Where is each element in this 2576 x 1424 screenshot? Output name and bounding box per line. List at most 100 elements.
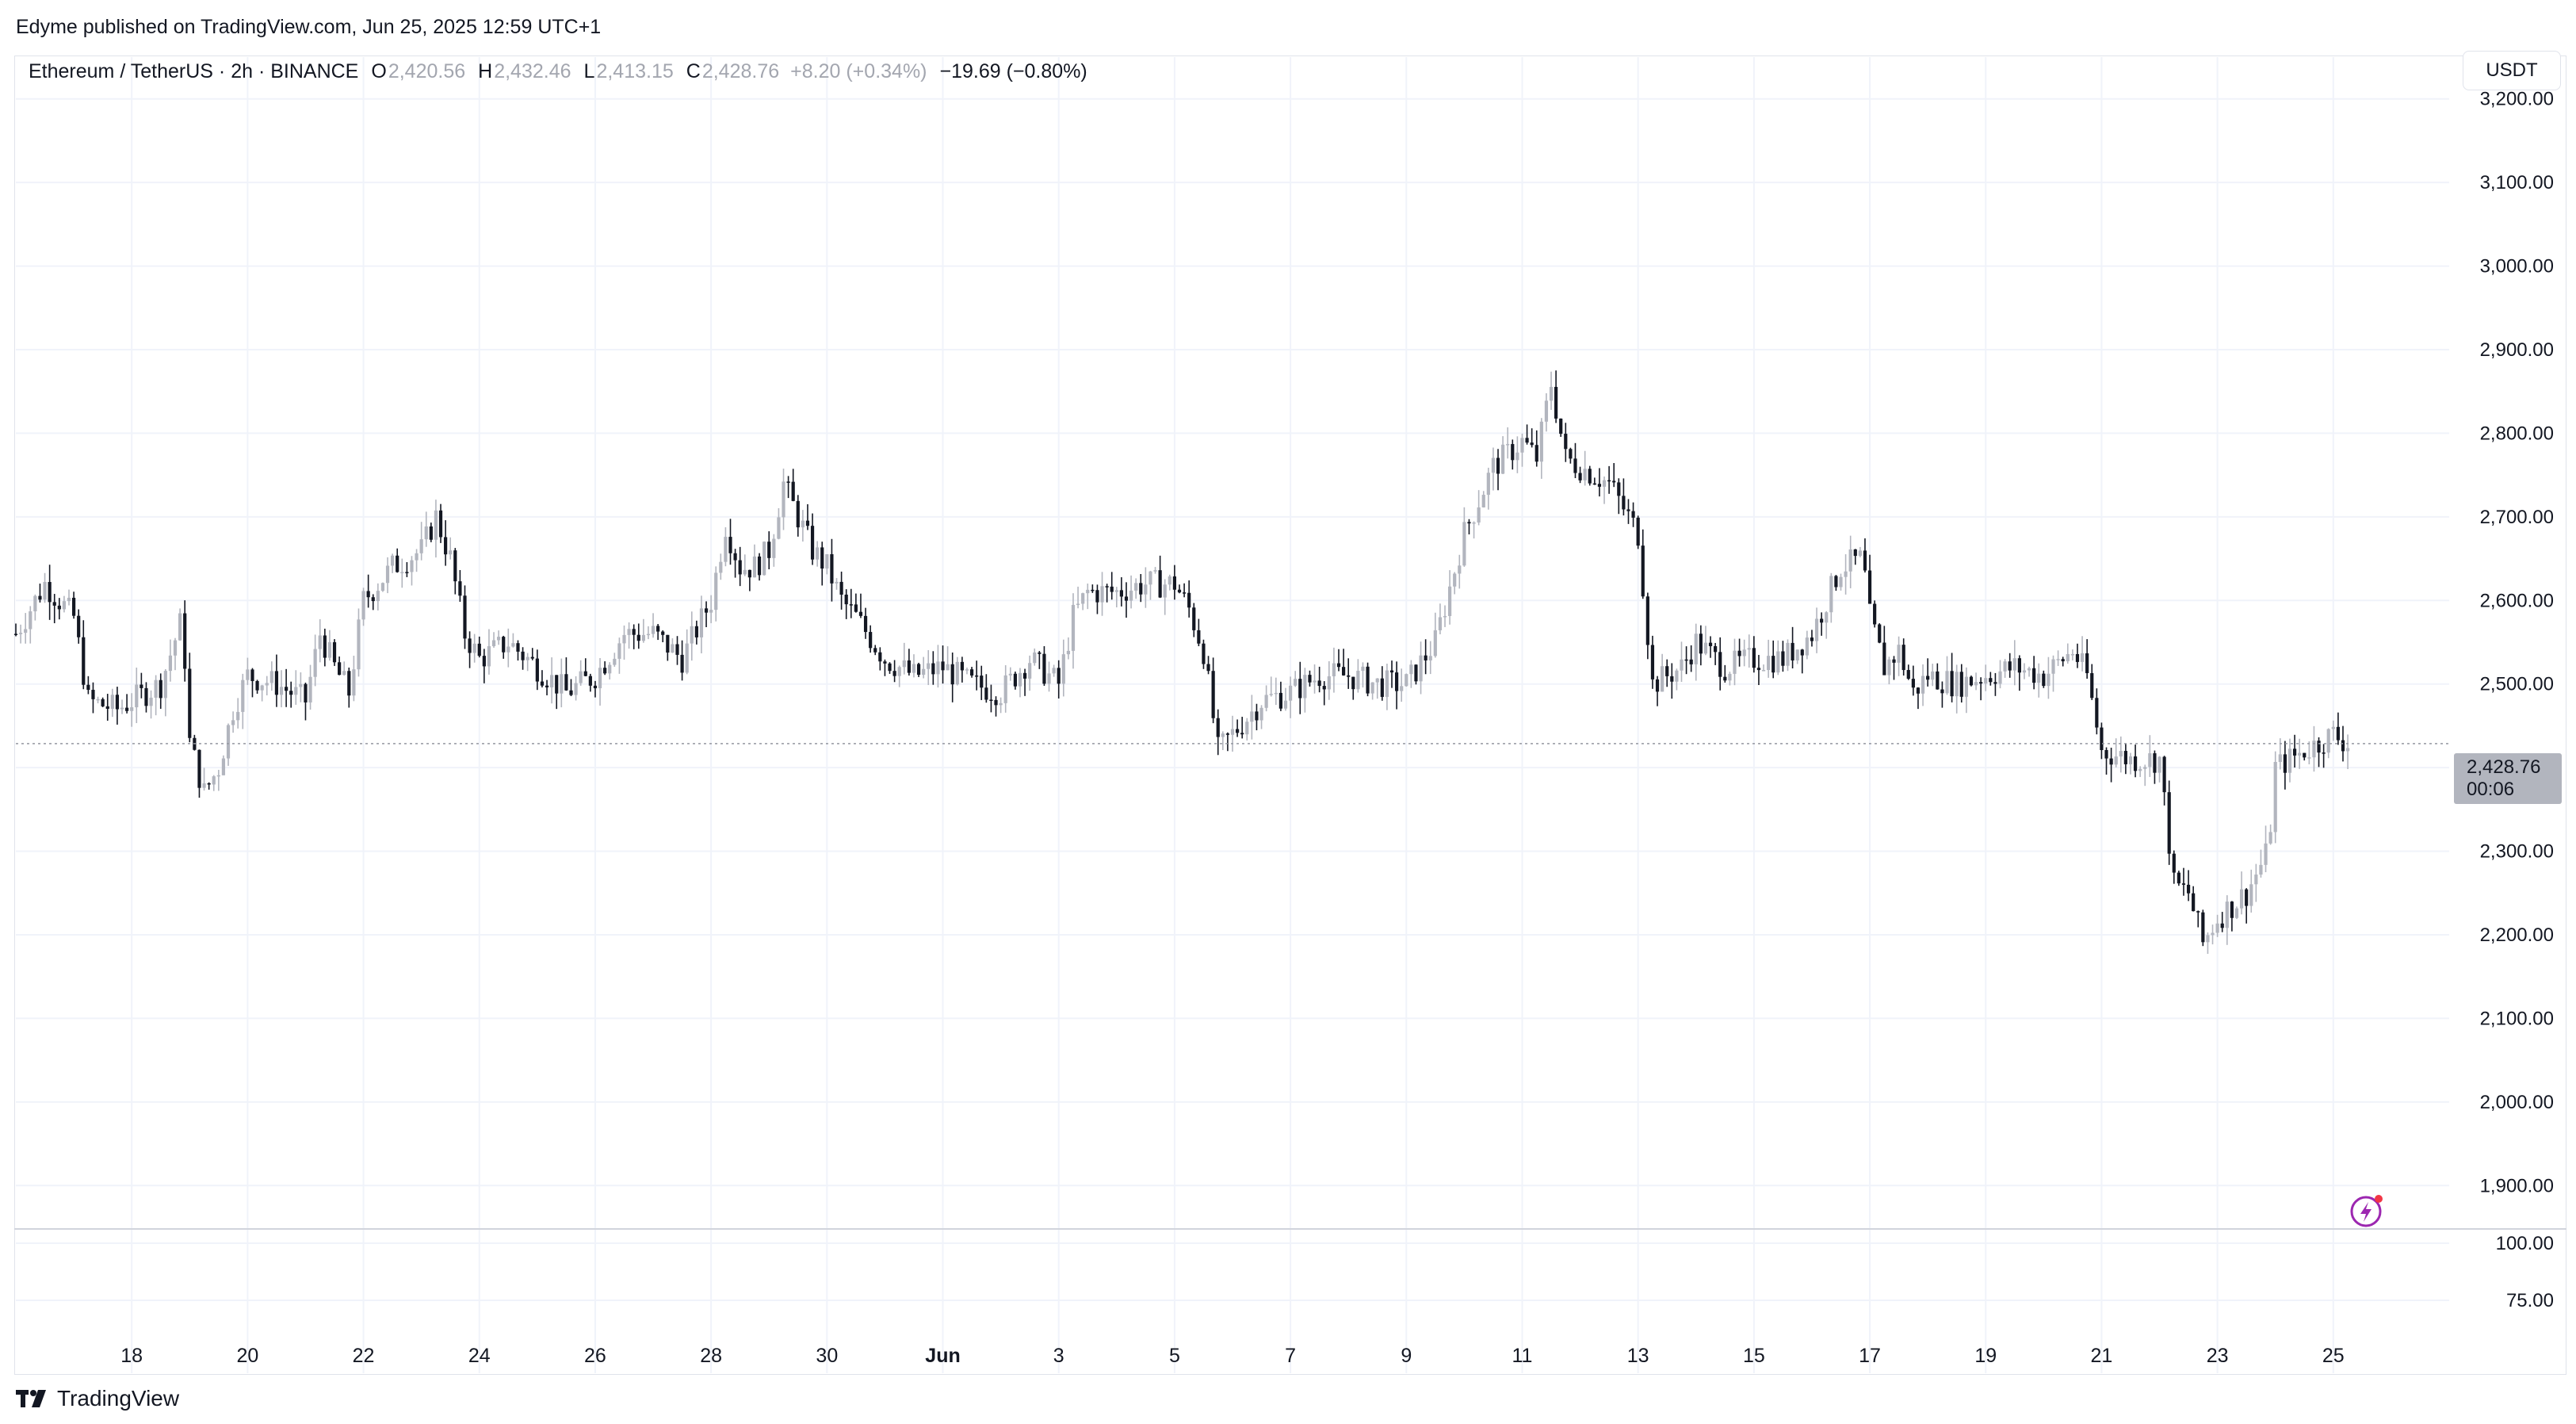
candle-body (1240, 733, 1244, 735)
price-tick-label: 2,100.00 (2480, 1008, 2554, 1029)
time-tick-label: 22 (353, 1345, 375, 1367)
time-tick-label: Jun (925, 1345, 960, 1367)
candle-body (1728, 673, 1732, 681)
candle-body (1278, 692, 1283, 709)
candle-body (1047, 673, 1051, 684)
candle-body (1756, 668, 1761, 671)
legend-low-label: L (583, 60, 595, 82)
candle-body (1163, 584, 1167, 598)
candle-body (1689, 659, 1693, 664)
candle-body (1110, 586, 1114, 592)
candle-body (188, 668, 192, 738)
candle-body (313, 649, 317, 677)
candle-body (1332, 663, 1336, 676)
candle-body (1322, 686, 1326, 690)
candle-body (1134, 583, 1138, 591)
candle-body (1414, 664, 1418, 682)
candle-body (178, 613, 182, 641)
candle-body (560, 674, 564, 694)
candle-body (1602, 480, 1607, 487)
time-tick-label: 15 (1743, 1345, 1765, 1367)
candle-body (347, 671, 351, 696)
candle-body (2128, 756, 2133, 764)
candle-body (1578, 473, 1582, 480)
candle-body (1931, 671, 1935, 680)
candle-body (1655, 679, 1660, 692)
candle-body (1317, 680, 1321, 687)
candle-body (984, 687, 988, 700)
candles (13, 370, 2350, 955)
candle-body (627, 629, 631, 635)
candle-body (1853, 549, 1857, 557)
footer-brand[interactable]: TradingView (16, 1386, 179, 1411)
candle-body (1129, 590, 1133, 601)
candle-body (1940, 689, 1944, 694)
candle-body (791, 481, 795, 501)
candle-body (1916, 687, 1921, 694)
candle-body (1202, 643, 1206, 664)
candle-body (2196, 911, 2200, 913)
time-tick-label: 20 (236, 1345, 258, 1367)
candle-body (752, 556, 757, 578)
price-tick-label: 2,500.00 (2480, 674, 2554, 695)
candle-body (1148, 571, 1152, 585)
legend-high: 2,432.46 (494, 60, 571, 82)
candle-body (830, 553, 834, 584)
candle-body (709, 610, 713, 613)
candle-body (1506, 444, 1510, 446)
candle-body (777, 517, 781, 539)
candle-body (82, 637, 86, 685)
candle-body (1336, 663, 1341, 668)
candle-body (646, 634, 651, 636)
candle-body (216, 775, 220, 777)
candle-body (1018, 672, 1022, 687)
candle-body (1771, 656, 1775, 673)
grid-lines (16, 57, 2449, 1373)
candle-body (2104, 750, 2108, 759)
candle-body (1168, 576, 1171, 585)
candle-body (497, 637, 501, 641)
candle-body (1844, 571, 1848, 577)
candle-body (1714, 645, 1718, 653)
candle-body (1341, 667, 1346, 676)
candle-body (197, 749, 201, 788)
lightning-alert-icon[interactable] (2349, 1191, 2387, 1229)
candle-body (839, 581, 843, 595)
candle-body (516, 643, 520, 652)
candle-body (1829, 576, 1833, 613)
candle-body (1636, 517, 1640, 546)
candle-body (863, 615, 868, 633)
candle-body (226, 725, 231, 759)
candle-body (1776, 651, 1780, 673)
candle-body (410, 560, 414, 572)
candle-body (1911, 679, 1915, 688)
candle-body (1858, 550, 1862, 557)
candle-body (1052, 668, 1056, 674)
candle-body (892, 671, 896, 676)
candle-body (2331, 726, 2335, 729)
candle-body (1825, 612, 1829, 623)
candle-body (772, 538, 776, 558)
candle-body (1955, 672, 1959, 697)
candle-body (1525, 438, 1529, 443)
candle-body (2090, 673, 2094, 699)
candle-body (782, 481, 785, 518)
candle-body (738, 560, 742, 575)
candle-body (1573, 458, 1577, 473)
candle-body (927, 663, 931, 669)
candle-body (101, 699, 105, 706)
tradingview-logo-icon (16, 1390, 46, 1407)
candle-body (941, 661, 945, 671)
currency-button[interactable]: USDT (2463, 51, 2561, 90)
price-tick-label: 2,300.00 (2480, 841, 2554, 863)
candle-body (2123, 751, 2127, 764)
candle-body (2047, 673, 2050, 687)
candle-body (506, 646, 510, 653)
candle-body (931, 663, 935, 675)
candle-body (1066, 650, 1070, 655)
time-tick-label: 7 (1285, 1345, 1296, 1367)
candle-body (159, 679, 162, 699)
candle-body (444, 537, 448, 555)
candle-body (207, 783, 211, 785)
